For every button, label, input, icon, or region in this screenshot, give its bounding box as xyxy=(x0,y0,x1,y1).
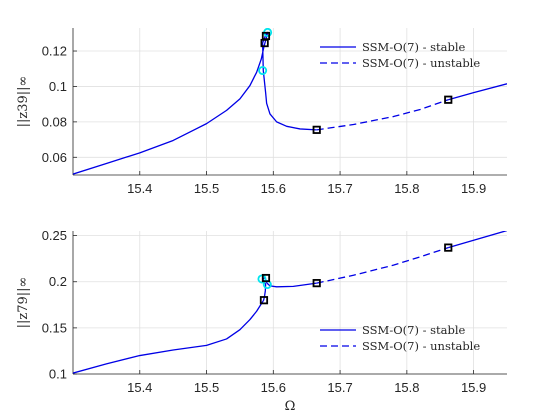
x-tick-label: 15.7 xyxy=(327,380,352,395)
bifurcation-marker xyxy=(444,95,453,104)
legend: SSM-O(7) - stable SSM-O(7) - unstable xyxy=(320,40,480,70)
x-axis-label: Ω xyxy=(285,399,296,414)
stable-branch-line xyxy=(448,231,507,249)
unstable-branch-line xyxy=(316,99,449,131)
y-tick-label: 0.12 xyxy=(42,44,67,59)
bifurcation-marker xyxy=(259,296,269,305)
y-tick-label: 0.06 xyxy=(42,150,67,165)
bifurcation-marker xyxy=(261,273,271,283)
y-axis-label: ||z39||∞ xyxy=(16,76,31,128)
plot-area xyxy=(73,28,507,175)
stable-branch-line xyxy=(448,83,507,101)
x-tick-label: 15.5 xyxy=(194,181,219,196)
stability-change-marker xyxy=(258,66,268,76)
legend-entry: SSM-O(7) - unstable xyxy=(362,339,480,353)
legend: SSM-O(7) - stable SSM-O(7) - unstable xyxy=(320,323,480,353)
y-tick-label: 0.08 xyxy=(42,114,67,129)
x-tick-label: 15.4 xyxy=(127,181,152,196)
y-tick-label: 0.15 xyxy=(42,320,67,335)
legend-entry: SSM-O(7) - stable xyxy=(362,323,466,337)
x-tick-label: 15.5 xyxy=(194,380,219,395)
x-tick-label: 15.4 xyxy=(127,380,152,395)
x-tick-label: 15.9 xyxy=(461,380,486,395)
y-tick-label: 0.1 xyxy=(49,79,67,94)
x-tick-label: 15.9 xyxy=(461,181,486,196)
y-tick-label: 0.2 xyxy=(49,274,67,289)
subplot-1: 15.4 15.5 15.6 15.7 15.8 15.9 0.06 0.08 0.1 0.12 |… xyxy=(16,28,507,196)
bifurcation-marker xyxy=(444,243,453,252)
bifurcation-marker xyxy=(312,279,321,288)
stable-branch-line xyxy=(73,31,317,175)
x-tick-label: 15.7 xyxy=(327,181,352,196)
y-axis-label: ||z79||∞ xyxy=(16,277,31,329)
x-tick-label: 15.8 xyxy=(394,380,419,395)
legend-entry: SSM-O(7) - stable xyxy=(362,40,466,54)
y-tick-label: 0.25 xyxy=(42,228,67,243)
bifurcation-marker xyxy=(260,38,269,48)
subplot-2: 15.4 15.5 15.6 15.7 15.8 15.9 0.1 0.15 0.2 0.25 ||… xyxy=(16,228,507,414)
bifurcation-marker xyxy=(312,125,321,134)
y-tick-label: 0.1 xyxy=(49,367,67,382)
stable-branch-line xyxy=(73,276,317,374)
unstable-branch-line xyxy=(316,246,449,284)
x-tick-label: 15.6 xyxy=(261,181,286,196)
x-tick-label: 15.8 xyxy=(394,181,419,196)
plot-area xyxy=(73,231,507,374)
x-tick-label: 15.6 xyxy=(261,380,286,395)
legend-entry: SSM-O(7) - unstable xyxy=(362,56,480,70)
